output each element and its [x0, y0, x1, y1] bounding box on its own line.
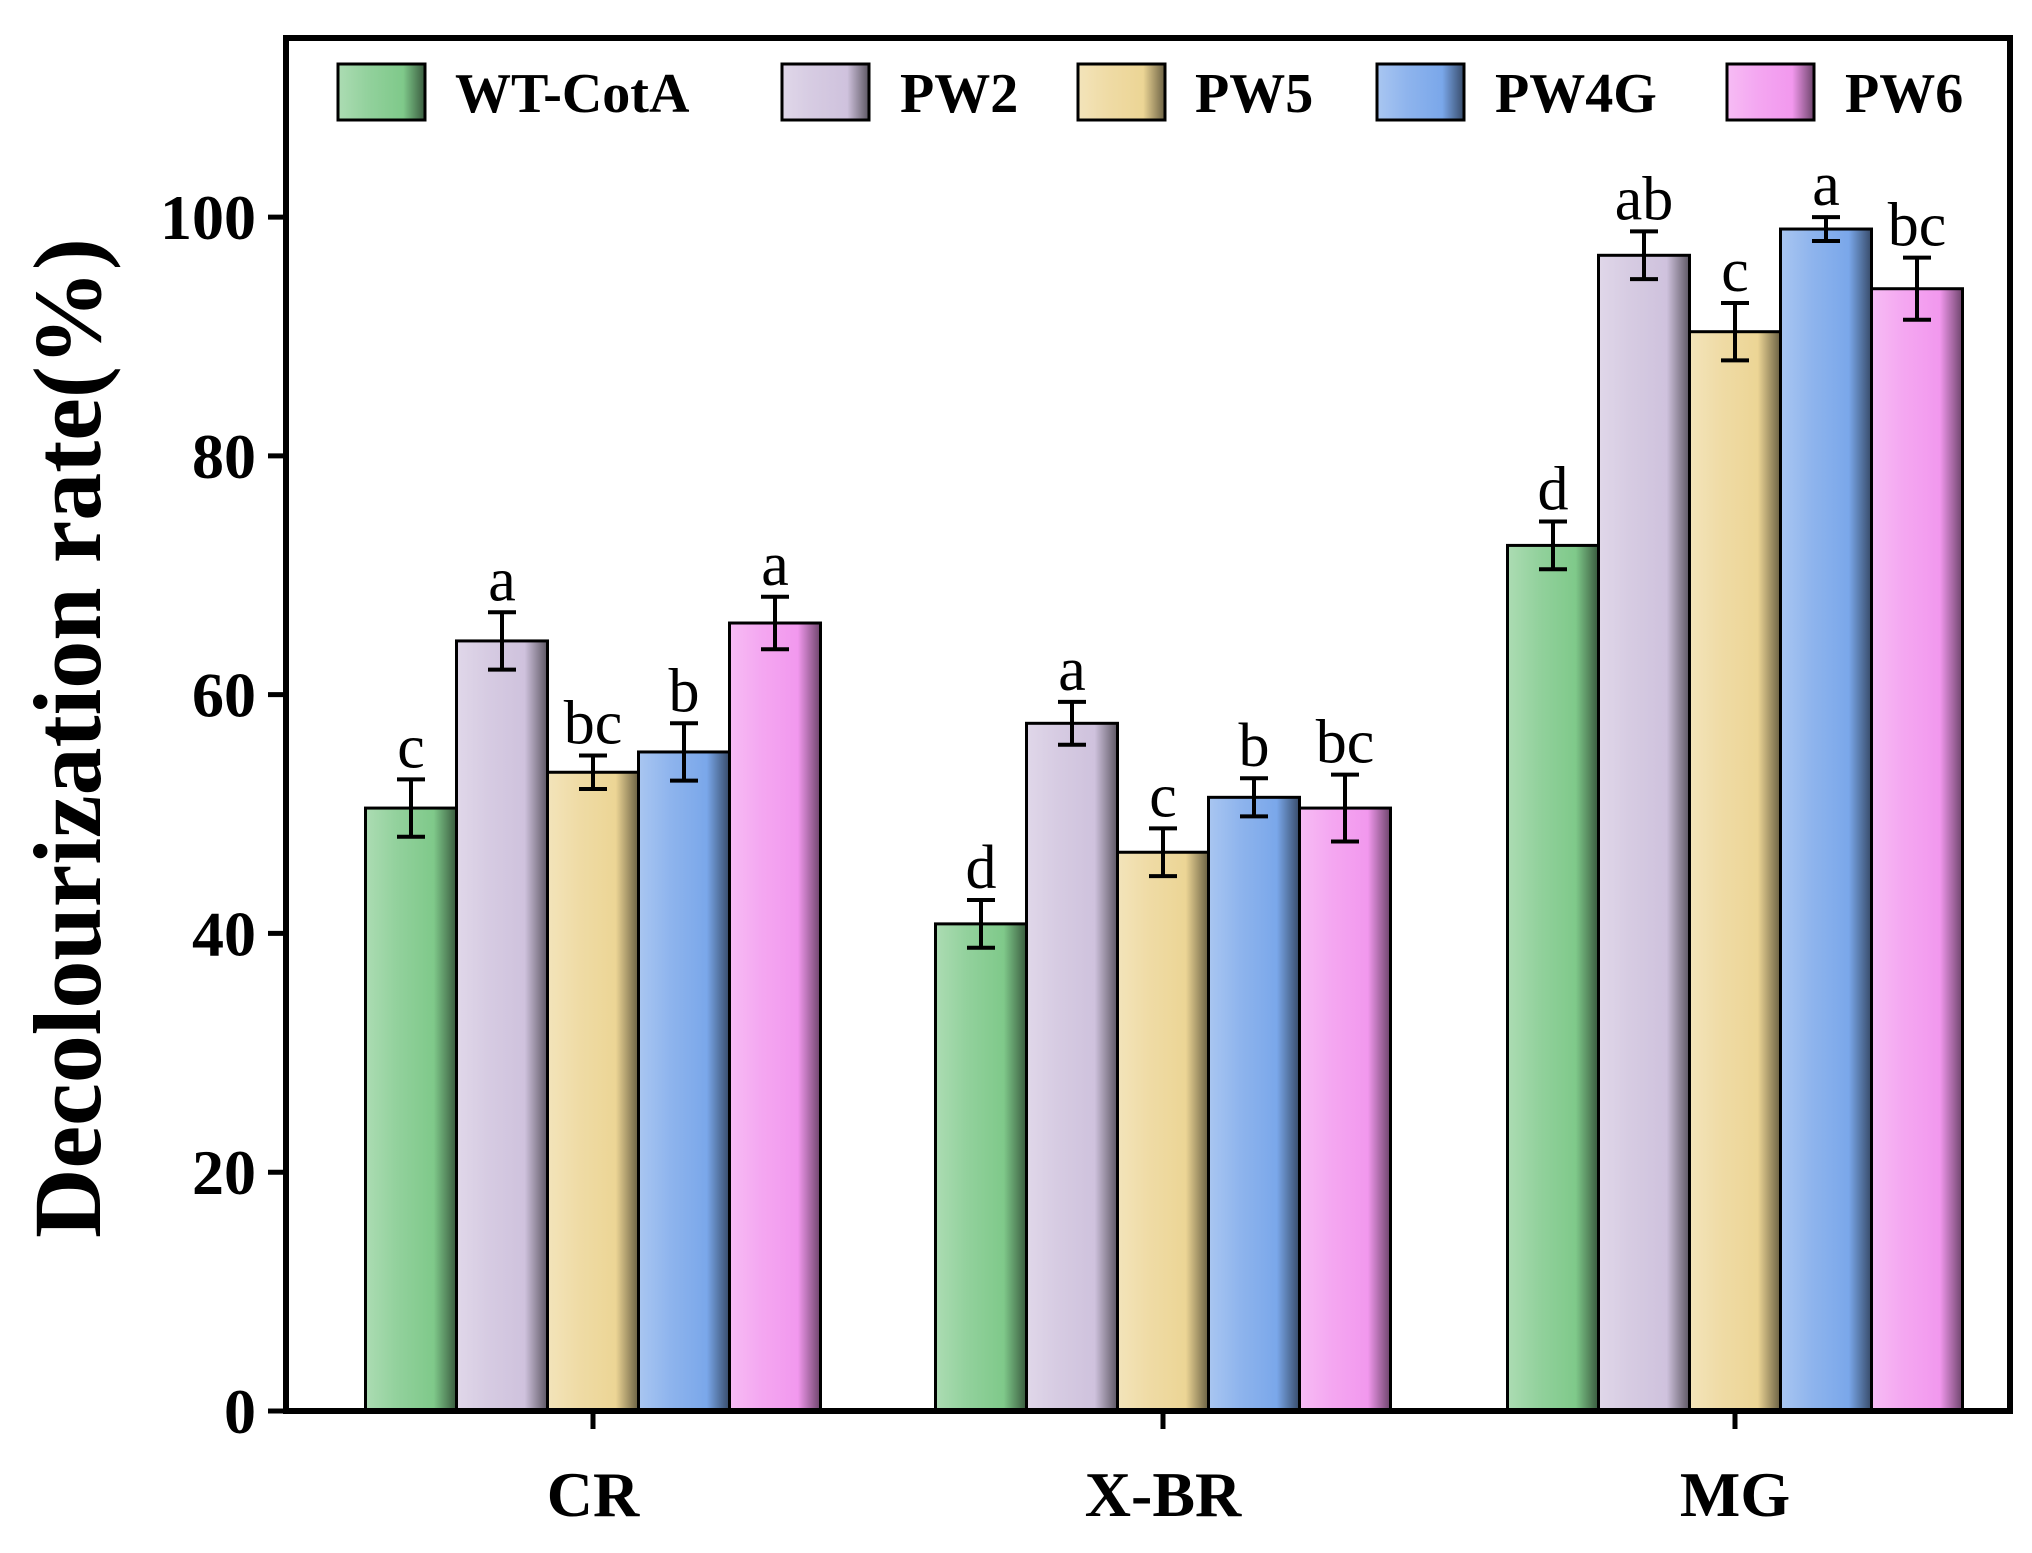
- sig-label-mg-wt-cota: d: [1538, 456, 1569, 524]
- bars-layer: [364, 227, 1964, 1413]
- axes-layer: 0 20 40 60 80 100 CR X-BR MG: [160, 35, 2013, 1530]
- error-bar-x-br-pw5: [1149, 826, 1177, 879]
- legend-item-pw6: PW6: [1725, 62, 1963, 125]
- error-bar-cr-wt-cota: [397, 777, 425, 839]
- bar-cr-wt-cota: [364, 806, 458, 1413]
- error-bar-x-br-pw6: [1331, 772, 1359, 844]
- error-bar-x-br-pw4g: [1240, 776, 1268, 819]
- legend-swatch-wt-cota: [336, 62, 427, 122]
- sig-label-mg-pw4g: a: [1812, 151, 1840, 219]
- bar-mg-wt-cota: [1506, 543, 1600, 1413]
- bar-x-br-pw2: [1025, 721, 1119, 1413]
- error-bar-mg-pw4g: [1812, 215, 1840, 243]
- x-tick-label-mg: MG: [1680, 1459, 1790, 1530]
- bar-cr-pw2: [455, 639, 549, 1413]
- bar-x-br-wt-cota: [934, 922, 1028, 1413]
- bar-x-br-pw4g: [1207, 795, 1301, 1413]
- y-tick-label-80: 80: [192, 421, 256, 492]
- y-tick-label-0: 0: [224, 1376, 256, 1447]
- legend-label-pw2: PW2: [900, 63, 1018, 125]
- legend: WT-CotA PW2 PW5 PW4G PW6: [336, 62, 1963, 125]
- legend-swatch-pw6: [1725, 62, 1816, 122]
- y-tick-label-100: 100: [160, 182, 256, 253]
- bar-mg-pw5: [1688, 330, 1782, 1413]
- error-bar-x-br-wt-cota: [967, 898, 995, 950]
- error-bar-cr-pw4g: [670, 721, 698, 783]
- error-bar-mg-pw5: [1721, 301, 1749, 363]
- error-bar-cr-pw5: [579, 753, 607, 791]
- error-bar-x-br-pw2: [1058, 699, 1086, 747]
- sig-label-mg-pw6: bc: [1888, 192, 1947, 260]
- sig-label-cr-wt-cota: c: [397, 713, 425, 781]
- sig-label-cr-pw4g: b: [669, 657, 700, 725]
- plot-frame: [283, 35, 2013, 1414]
- sig-label-x-br-pw2: a: [1058, 636, 1086, 704]
- legend-swatch-pw4g: [1375, 62, 1466, 122]
- legend-label-pw5: PW5: [1195, 63, 1313, 125]
- bar-cr-pw4g: [637, 750, 731, 1413]
- sig-label-cr-pw2: a: [488, 546, 516, 614]
- sig-label-cr-pw5: bc: [564, 690, 623, 758]
- bar-mg-pw4g: [1779, 227, 1873, 1413]
- sig-label-mg-pw5: c: [1721, 237, 1749, 305]
- sig-label-cr-pw6: a: [761, 531, 789, 599]
- y-axis-title: Decolourization rate(%): [14, 238, 121, 1238]
- legend-item-pw4g: PW4G: [1375, 62, 1657, 125]
- sig-label-x-br-pw6: bc: [1316, 709, 1375, 777]
- bar-x-br-pw5: [1116, 850, 1210, 1413]
- sig-label-x-br-pw5: c: [1149, 762, 1177, 830]
- legend-label-wt-cota: WT-CotA: [455, 63, 690, 125]
- legend-swatch-pw2: [780, 62, 871, 122]
- x-tick-label-cr: CR: [547, 1459, 640, 1530]
- x-tick-label-x-br: X-BR: [1085, 1459, 1242, 1530]
- sig-label-x-br-pw4g: b: [1239, 712, 1270, 780]
- error-bar-mg-wt-cota: [1539, 519, 1567, 572]
- y-tick-label-20: 20: [192, 1137, 256, 1208]
- y-tick-label-40: 40: [192, 898, 256, 969]
- legend-item-pw5: PW5: [1076, 62, 1313, 125]
- legend-label-pw6: PW6: [1845, 63, 1963, 125]
- bar-x-br-pw6: [1298, 806, 1392, 1413]
- error-bar-cr-pw6: [761, 594, 789, 652]
- legend-item-pw2: PW2: [780, 62, 1018, 125]
- sig-label-mg-pw2: ab: [1615, 165, 1674, 233]
- legend-label-pw4g: PW4G: [1495, 63, 1657, 125]
- bar-cr-pw6: [728, 621, 822, 1413]
- error-bar-mg-pw2: [1630, 229, 1658, 282]
- legend-item-wt-cota: WT-CotA: [336, 62, 690, 125]
- bar-cr-pw5: [546, 770, 640, 1413]
- legend-swatch-pw5: [1076, 62, 1167, 122]
- sig-label-x-br-wt-cota: d: [966, 834, 997, 902]
- error-bars-layer: [397, 215, 1931, 950]
- error-bar-mg-pw6: [1903, 255, 1931, 322]
- bar-mg-pw2: [1597, 253, 1691, 1413]
- y-tick-label-60: 60: [192, 660, 256, 731]
- bar-mg-pw6: [1870, 287, 1964, 1413]
- error-bar-cr-pw2: [488, 610, 516, 672]
